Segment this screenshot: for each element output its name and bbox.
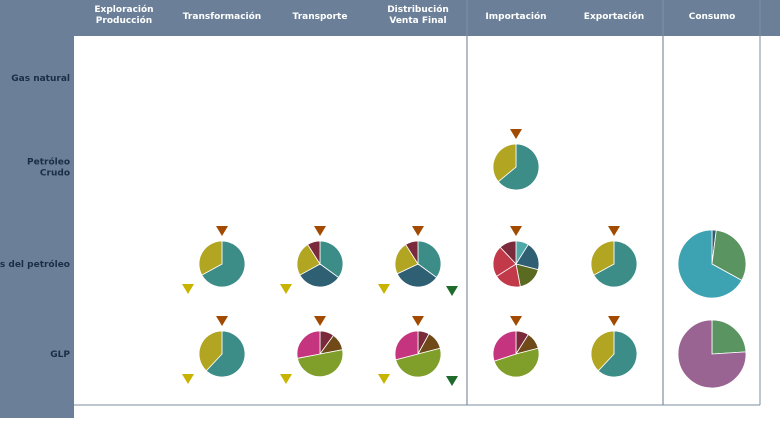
pie-slice [590,330,615,372]
pie-slice [394,244,419,275]
column-header: Producción [96,15,152,26]
pie-slice [499,240,517,266]
inflow-marker [314,316,326,326]
pie-slice [597,330,638,378]
row-label: Crudo [40,169,70,179]
column-header: Exploración [94,4,153,15]
column-header: Venta Final [389,16,446,26]
pie-slice [198,330,223,372]
inflow-marker [510,316,522,326]
pie-slice [201,240,246,288]
pie-slice [711,319,747,355]
inflow-marker [216,316,228,326]
pie-slice [395,347,442,378]
inflow-marker [510,226,522,236]
pie-slice [417,240,442,279]
inflow-marker [608,316,620,326]
pie-slice [493,347,540,378]
side-marker [378,284,390,294]
pie-slice [296,244,321,276]
outflow-marker [446,286,458,296]
pie-slice [296,330,321,359]
pie-slice [405,240,419,266]
pie-slice [394,330,419,361]
pie-slice [497,143,540,191]
column-header: Exportación [584,11,644,22]
header-band [0,0,780,36]
side-marker [280,284,292,294]
pie-slice [590,240,615,276]
pie-slice [299,263,340,288]
inflow-marker [412,316,424,326]
pie-slice [492,330,517,362]
pie-slice [492,143,517,183]
pie-slice [711,229,747,281]
column-header: Importación [485,11,546,22]
pie-slice [198,240,223,276]
row-label: GLP [50,350,70,360]
pie-slice [677,229,743,299]
column-header: Consumo [689,12,736,22]
side-marker [182,374,194,384]
side-marker [378,374,390,384]
pie-slice [396,263,438,288]
row-label: s del petróleo [0,259,70,270]
inflow-marker [510,129,522,139]
pie-slice [307,240,321,266]
pie-slice [319,240,344,279]
side-marker [280,374,292,384]
row-label-band [0,36,74,418]
outflow-marker [446,376,458,386]
row-label: Petróleo [27,157,70,168]
inflow-marker [412,226,424,236]
pie-slice [677,319,747,389]
inflow-marker [216,226,228,236]
inflow-marker [608,226,620,236]
pie-slice [593,240,638,288]
column-header: Transporte [293,12,348,22]
row-label: Gas natural [11,74,70,84]
column-header: Distribución [387,4,449,15]
pie-slice [205,330,246,378]
inflow-marker [314,226,326,236]
side-marker [182,284,194,294]
column-header: Transformación [183,11,261,22]
